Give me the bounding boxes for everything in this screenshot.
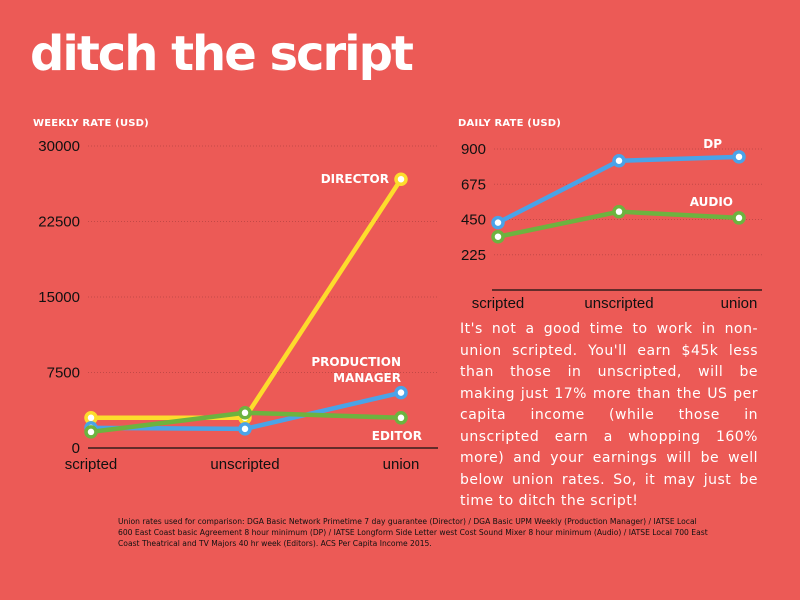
weekly-xtick-label: scripted [65, 456, 118, 473]
daily-ytick-label: 675 [461, 176, 486, 193]
weekly-data-point [238, 422, 252, 436]
weekly-xtick-label: unscripted [210, 456, 279, 473]
editor-label: EDITOR [372, 429, 422, 443]
page-title: ditch the script [30, 26, 414, 82]
daily-data-point [612, 204, 626, 219]
weekly-ytick-label: 30000 [38, 138, 80, 155]
weekly-ytick-label: 22500 [38, 214, 80, 231]
daily-xtick-label: scripted [472, 295, 525, 312]
director-label: DIRECTOR [321, 172, 389, 186]
weekly-rate-axis-title: WEEKLY RATE (USD) [33, 118, 149, 129]
weekly-ytick-label: 15000 [38, 289, 80, 306]
weekly-ytick-label: 7500 [47, 365, 80, 382]
weekly-data-point [238, 406, 252, 420]
footnote: Union rates used for comparison: DGA Bas… [118, 517, 708, 548]
daily-ytick-label: 225 [461, 247, 486, 264]
dp-label: DP [703, 137, 722, 151]
weekly-data-point [394, 172, 408, 186]
daily-data-point [491, 215, 505, 230]
audio-label: AUDIO [690, 195, 733, 209]
weekly-data-point [394, 411, 408, 425]
daily-ytick-label: 900 [461, 141, 486, 158]
production-manager-label: PRODUCTION [311, 355, 401, 369]
weekly-xtick-label: union [383, 456, 420, 473]
daily-data-point [612, 154, 626, 168]
daily-xtick-label: unscripted [584, 295, 653, 312]
weekly-ytick-label: 0 [72, 440, 80, 457]
daily-data-point [732, 211, 746, 225]
weekly-data-point [84, 425, 98, 439]
production-manager-label: MANAGER [333, 371, 401, 385]
body-text: It's not a good time to work in non-unio… [460, 321, 758, 509]
daily-ytick-label: 450 [461, 212, 486, 229]
daily-data-point [491, 229, 505, 244]
daily-xtick-label: union [721, 295, 758, 312]
daily-rate-axis-title: DAILY RATE (USD) [458, 118, 562, 129]
daily-data-point [732, 150, 746, 164]
weekly-data-point [394, 385, 408, 400]
